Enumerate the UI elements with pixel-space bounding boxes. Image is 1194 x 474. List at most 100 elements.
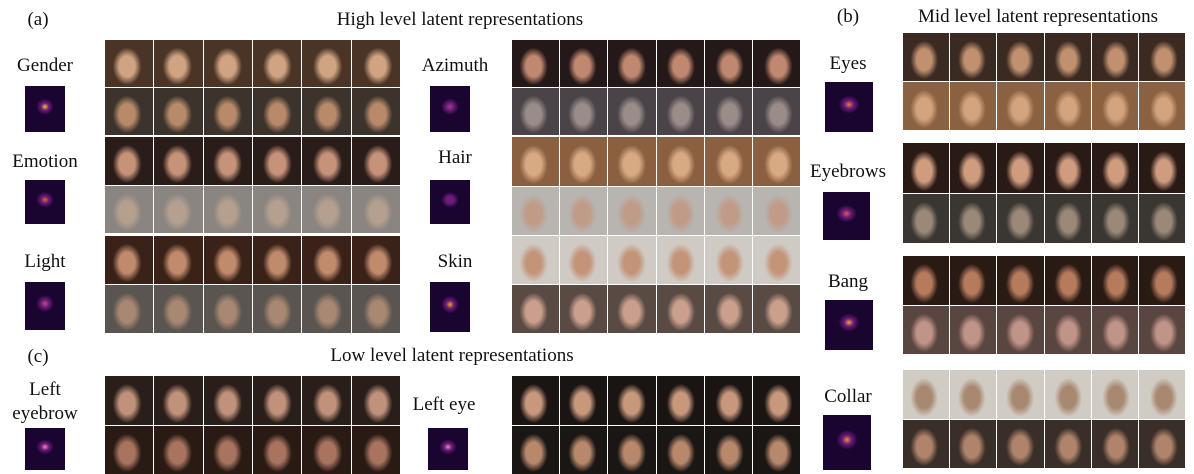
heatmap [430, 180, 470, 224]
face-image [753, 88, 800, 135]
face-image [950, 82, 996, 130]
face-image [253, 285, 301, 333]
face-image [950, 420, 996, 469]
face-image [1045, 143, 1091, 193]
face-image [512, 40, 559, 87]
panel-tag: (c) [27, 345, 48, 369]
face-grid [512, 137, 800, 235]
panel-tag: (a) [27, 8, 48, 32]
face-image [1139, 420, 1185, 469]
attribute-label: Eyebrows [810, 160, 886, 184]
face-grid [903, 256, 1185, 354]
face-image [997, 420, 1043, 469]
face-image [105, 285, 153, 333]
face-image [705, 40, 752, 87]
attribute-label: Emotion [12, 150, 77, 174]
face-image [302, 186, 350, 234]
attribute-label: Skin [438, 250, 473, 274]
face-image [1045, 82, 1091, 130]
face-image [105, 376, 153, 425]
face-grid [512, 236, 800, 333]
face-image [204, 186, 252, 234]
face-image [204, 88, 252, 135]
face-image [352, 285, 400, 333]
face-image [950, 33, 996, 81]
face-image [657, 236, 704, 284]
face-image [1139, 370, 1185, 419]
face-grid [105, 376, 400, 474]
face-image [352, 137, 400, 185]
attribute-label: Left eyebrow [3, 378, 87, 426]
heatmap [430, 282, 470, 332]
face-image [105, 137, 153, 185]
face-grid [903, 33, 1185, 130]
face-image [608, 137, 655, 186]
face-image [253, 186, 301, 234]
face-image [608, 187, 655, 236]
face-image [1139, 143, 1185, 193]
face-image [950, 256, 996, 305]
face-image [608, 285, 655, 333]
face-image [154, 236, 202, 284]
face-image [154, 426, 202, 474]
face-image [512, 236, 559, 284]
face-image [753, 285, 800, 333]
face-grid [105, 40, 400, 135]
face-image [352, 88, 400, 135]
face-image [705, 88, 752, 135]
face-image [512, 88, 559, 135]
face-image [753, 137, 800, 186]
face-image [204, 426, 252, 474]
face-image [560, 88, 607, 135]
face-image [705, 187, 752, 236]
face-image [1045, 306, 1091, 355]
face-grid [512, 40, 800, 135]
face-image [903, 306, 949, 355]
face-image [997, 33, 1043, 81]
face-image [302, 426, 350, 474]
face-image [705, 236, 752, 284]
attribute-label: Eyes [830, 52, 867, 76]
face-image [1045, 256, 1091, 305]
face-image [154, 285, 202, 333]
face-image [903, 370, 949, 419]
face-image [950, 370, 996, 419]
face-image [753, 236, 800, 284]
face-image [352, 40, 400, 87]
face-image [1092, 420, 1138, 469]
face-image [253, 40, 301, 87]
face-image [105, 426, 153, 474]
face-image [903, 256, 949, 305]
face-image [302, 285, 350, 333]
face-image [302, 40, 350, 87]
attribute-label: Collar [824, 385, 872, 409]
heatmap [825, 300, 873, 350]
attribute-label: Left eye [413, 393, 476, 417]
face-image [997, 143, 1043, 193]
face-image [512, 137, 559, 186]
face-image [608, 376, 655, 425]
face-image [352, 236, 400, 284]
face-image [302, 137, 350, 185]
face-image [997, 82, 1043, 130]
face-image [903, 420, 949, 469]
face-image [302, 88, 350, 135]
attribute-label: Azimuth [422, 54, 489, 78]
heatmap [825, 82, 873, 132]
panel-title: High level latent representations [337, 8, 583, 32]
face-image [204, 376, 252, 425]
face-image [352, 426, 400, 474]
face-image [352, 186, 400, 234]
face-image [657, 137, 704, 186]
face-image [1045, 420, 1091, 469]
face-image [753, 376, 800, 425]
attribute-label: Gender [17, 54, 73, 78]
face-image [105, 40, 153, 87]
heatmap [823, 192, 870, 240]
face-image [302, 236, 350, 284]
panel-title: Low level latent representations [330, 344, 573, 368]
face-image [1139, 33, 1185, 81]
face-image [560, 236, 607, 284]
heatmap [25, 428, 65, 470]
face-image [657, 285, 704, 333]
